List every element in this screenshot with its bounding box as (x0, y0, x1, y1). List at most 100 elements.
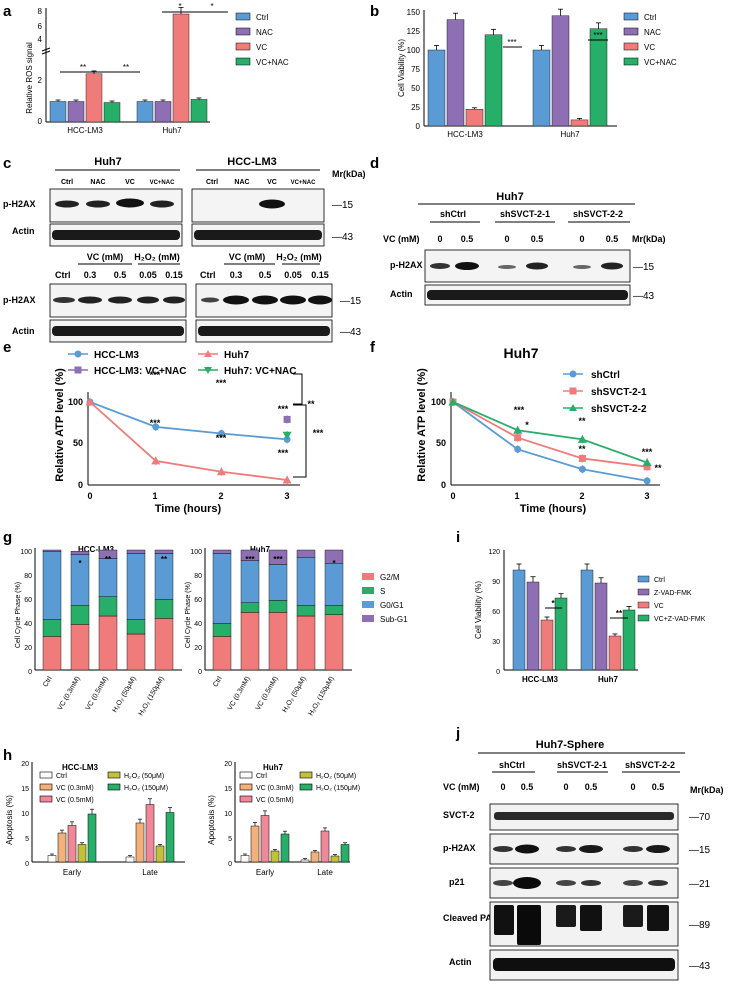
ytick-label: 0 (496, 669, 500, 676)
stack-g-right-g2-m-2 (268, 549, 288, 565)
point-shctrl (578, 465, 586, 473)
panel-h-legend-right: Ctrl VC (0.3mM) VC (0.5mM) H₂O₂ (50μM) H… (239, 771, 360, 804)
legend-marker (569, 387, 577, 395)
blot-band (623, 880, 643, 886)
ytick-label: 120 (488, 549, 500, 556)
sig-star: *** (278, 448, 289, 458)
point-shsvct-2-2 (513, 425, 523, 434)
ytick-label: 100 (407, 46, 421, 55)
ytick-label: 20 (24, 645, 32, 652)
dose-label: 0.05 (139, 270, 157, 280)
ytick-label: 40 (194, 621, 202, 628)
sig-star: ** (654, 463, 662, 473)
lane-label: NAC (90, 179, 105, 186)
legend-label: Ctrl (256, 13, 269, 22)
bar-h-left-vc-0-3mm-early (57, 832, 67, 863)
xtick-label: VC (0.5mM) (255, 676, 280, 712)
ytick-label: 20 (21, 761, 29, 768)
bar-h-left-ctrl-late (125, 856, 135, 863)
lane-label: VC+NAC (291, 180, 317, 186)
point-shsvct-2-1 (514, 434, 522, 442)
stack-g-right-sub-g1-3 (296, 615, 316, 671)
stack-g-left-g2-m-4 (154, 549, 174, 554)
legend-swatch (299, 783, 313, 791)
blot-band (623, 846, 643, 852)
legend-swatch (623, 27, 639, 36)
sig-star: * (551, 599, 555, 608)
series-line-shsvct-2-1 (452, 401, 648, 468)
sig-bracket (293, 404, 307, 478)
xtick-label: H₂O₂ (150μM) (308, 676, 336, 718)
category-label: Huh7 (162, 126, 182, 135)
bar-h-right-vc-0-5mm-late (320, 830, 330, 863)
ytick-label: 5 (228, 836, 232, 843)
panel-g-significance: * ** ** *** *** * (78, 555, 336, 568)
panel-a-significance: ** ** * * (60, 2, 228, 73)
bar-h-left-vc-0-3mm-late (135, 822, 145, 863)
point-shsvct-2-2 (642, 458, 652, 467)
ytick-label: 50 (73, 438, 83, 448)
legend-label: H₂O₂ (50μM) (124, 773, 164, 780)
xtick-label: VC (0.3mM) (227, 676, 252, 712)
panel-f-significance: *** * ** ** *** ** (514, 405, 662, 473)
ytick-label: 150 (407, 8, 421, 17)
panel-f-plot (448, 397, 652, 485)
bar-h-right-ctrl-early (240, 855, 250, 863)
blot-band (430, 263, 450, 269)
sig-star: ** (161, 555, 168, 564)
blot-band (526, 262, 548, 270)
panel-i-legend: Ctrl Z-VAD-FMK VC VC+Z-VAD-FMK (637, 575, 706, 623)
bar-z-vad-fmk-hcc-lm3 (526, 581, 540, 671)
legend-swatch (239, 771, 253, 779)
lane-label: VC (267, 179, 277, 186)
bar-h-left-vc-0-5mm-early (67, 825, 77, 863)
panel-f-title: Huh7 (504, 345, 539, 361)
legend-swatch (623, 12, 639, 21)
category-label: HCC-LM3 (67, 126, 103, 135)
dose-label: 0.05 (284, 270, 302, 280)
xtick-label: 2 (218, 491, 223, 501)
dose-labels: 0 0.5 0 0.5 0 0.5 (437, 234, 618, 244)
legend-label: VC (654, 603, 664, 610)
treatment-label: VC (mM) (229, 252, 266, 262)
legend-label: shCtrl (591, 370, 620, 381)
lane-label: VC+NAC (150, 180, 176, 186)
dose-label: 0 (579, 234, 584, 244)
legend-marker (204, 367, 212, 374)
blot-band (163, 296, 185, 304)
dose-label: 0.5 (652, 782, 665, 792)
panel-h: h HCC-LM3 Huh7 Apoptosis (%) Apoptosis (… (3, 747, 360, 877)
stack-g-right-s-2 (268, 564, 288, 601)
sig-star: *** (150, 370, 161, 380)
panel-e-xlabel: Time (hours) (155, 503, 222, 515)
blot-band (252, 295, 278, 305)
ytick-label: 80 (24, 573, 32, 580)
ytick-label: 25 (411, 103, 420, 112)
legend-swatch (637, 575, 650, 583)
blot-band (108, 296, 132, 304)
stack-g-left-s-3 (126, 553, 146, 620)
ytick-label: 0 (441, 480, 446, 490)
ytick-label: 0 (228, 861, 232, 868)
legend-label: G0/G1 (380, 601, 404, 610)
mw-marker: —43 (332, 232, 354, 243)
dose-label: 0 (500, 782, 505, 792)
stack-g-right-sub-g1-4 (324, 614, 344, 671)
blot-band (52, 230, 180, 240)
dose-label: 0 (504, 234, 509, 244)
dose-label: 0.5 (531, 234, 544, 244)
blot-band (579, 845, 603, 853)
treatment-label: H₂O₂ (mM) (134, 252, 180, 262)
xtick-label: 2 (579, 491, 584, 501)
stack-g-right-g0-g1-2 (268, 600, 288, 613)
dose-label: 0.5 (259, 270, 272, 280)
blot-band (513, 877, 541, 889)
panel-g-yticks: 0 20 40 60 80 100 0 20 40 60 80 100 (20, 549, 202, 676)
category-label: HCC-LM3 (522, 675, 559, 684)
sig-star: ** (307, 399, 315, 409)
blot-band (201, 297, 219, 303)
panel-b-bars (427, 8, 608, 127)
panel-b-yticks: 0 25 50 75 100 125 150 (407, 8, 421, 131)
sig-star: * (78, 559, 82, 568)
bar-ctrl-hcc-lm3 (49, 101, 67, 123)
